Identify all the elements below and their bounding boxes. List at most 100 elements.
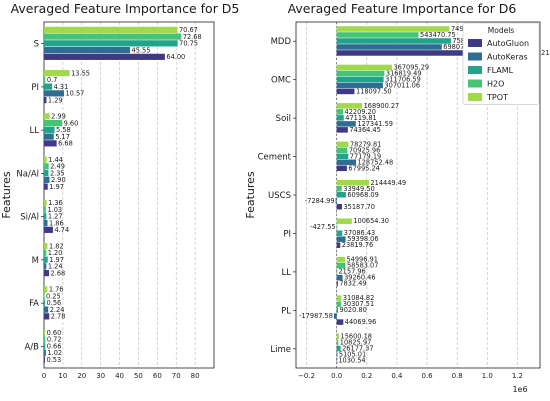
d6-data-label: 698073.47 — [443, 43, 479, 51]
legend-swatch-autokeras — [468, 52, 482, 61]
d6-data-label: 307011.06 — [384, 81, 420, 89]
d6-bar-tpot-mdd — [336, 26, 450, 32]
d5-data-label: 1.29 — [48, 96, 63, 104]
chart-d6-legend: Models AutoGluon AutoKeras FLAML H2O TPOT — [462, 22, 540, 105]
d6-bar-h2o-uscs — [336, 186, 342, 192]
d6-data-label: 5105.01 — [339, 351, 366, 359]
d6-data-label: 23819.76 — [342, 241, 373, 249]
d5-bar-tpot-ll — [44, 113, 50, 120]
d6-bar-autokeras-cement — [336, 159, 357, 166]
d5-bar-h2o-fa — [44, 293, 45, 300]
d6-category-label-pl: PL — [281, 306, 291, 316]
d5-data-label: 2.99 — [51, 113, 66, 121]
d5-xtick-label: 60 — [153, 372, 162, 380]
d5-bar-autokeras-a-b — [44, 349, 46, 356]
d5-data-label: 2.68 — [51, 269, 66, 277]
d5-bar-autogluon-si-al — [44, 226, 53, 233]
d5-data-label: 1.24 — [48, 263, 63, 271]
d5-data-label: 6.68 — [58, 140, 73, 148]
d5-bar-tpot-fa — [44, 286, 48, 293]
d5-xtick-label: 40 — [115, 372, 124, 380]
d6-data-label: 128752.48 — [358, 158, 394, 166]
d6-xtick-label: 1.2 — [512, 372, 523, 380]
d5-data-label: 70.75 — [179, 40, 198, 48]
d6-bar-h2o-mdd — [336, 32, 419, 38]
d6-data-label: 367095.29 — [393, 63, 429, 71]
d5-xtick-label: 70 — [172, 372, 181, 380]
d6-bar-autogluon-pi — [336, 242, 341, 248]
d6-data-label: 74364.45 — [349, 126, 380, 134]
chart-d6-offset-label: 1e6 — [512, 385, 527, 394]
d5-bar-autokeras-ll — [44, 133, 54, 140]
d6-bar-autogluon-uscs — [336, 203, 342, 210]
d6-bar-flaml-cement — [336, 153, 349, 160]
d6-category-label-cement: Cement — [258, 153, 292, 163]
d5-data-label: 1.03 — [47, 206, 62, 214]
d5-data-label: 1.20 — [48, 249, 63, 257]
d6-xtick-label: 0.8 — [452, 372, 463, 380]
d6-bar-flaml-soil — [336, 115, 344, 121]
d5-bar-h2o-s — [44, 33, 182, 40]
d6-bar-autokeras-mdd — [336, 44, 442, 50]
d5-category-label-a-b: A/B — [24, 342, 39, 352]
d6-bar-tpot-pi — [336, 218, 352, 224]
d6-bar-autogluon-soil — [336, 127, 348, 133]
d5-data-label: 1.27 — [48, 213, 63, 221]
d5-bar-flaml-na-al — [44, 170, 49, 177]
d6-data-label: 42209.20 — [345, 108, 376, 116]
d6-bar-autokeras-pl — [333, 313, 337, 319]
d5-bar-tpot-m — [44, 243, 48, 250]
d6-data-label: 58583.07 — [347, 262, 378, 270]
d5-category-label-fa: FA — [29, 299, 39, 309]
d6-data-label: 1030.54 — [338, 357, 365, 365]
legend-swatch-autogluon — [468, 39, 482, 47]
d5-bar-h2o-m — [44, 249, 47, 256]
d6-bar-flaml-mdd — [336, 38, 451, 44]
d5-bar-autokeras-m — [44, 263, 47, 270]
d6-data-label: 67995.24 — [348, 164, 379, 172]
d5-bar-flaml-si-al — [44, 213, 47, 220]
d5-data-label: 1.97 — [49, 256, 64, 264]
d6-bar-h2o-ll — [336, 262, 346, 269]
d6-bar-h2o-omc — [336, 70, 385, 77]
d5-category-label-si-al: Si/Al — [20, 213, 39, 223]
d5-xtick-label: 50 — [134, 372, 143, 380]
d6-data-label: 70925.96 — [349, 146, 380, 154]
d5-bar-tpot-na-al — [44, 156, 47, 163]
d5-xtick-label: 30 — [96, 372, 105, 380]
d5-bar-h2o-ll — [44, 120, 63, 127]
d6-xtick-label: 0.4 — [391, 372, 403, 380]
d5-bar-autokeras-si-al — [44, 219, 48, 227]
legend-swatch-flaml — [468, 66, 482, 74]
d6-data-label: 15600.18 — [341, 333, 372, 341]
d6-data-label: 214449.49 — [370, 179, 406, 187]
d6-data-label: 26177.37 — [342, 345, 373, 353]
d5-category-label-m: M — [32, 256, 39, 266]
d5-bar-autogluon-na-al — [44, 183, 48, 190]
d6-data-label: 100654.30 — [353, 217, 389, 225]
d6-data-label: 127341.59 — [357, 120, 393, 128]
d5-bar-autokeras-pi — [44, 90, 64, 97]
d6-bar-flaml-pi — [336, 230, 343, 236]
d5-data-label: 2.49 — [50, 163, 65, 171]
d6-bar-autogluon-lime — [336, 357, 338, 364]
d6-data-label: 168900.27 — [364, 102, 400, 110]
d5-bar-flaml-ll — [44, 126, 55, 133]
d6-data-label: -7284.99 — [305, 197, 335, 205]
d5-category-label-ll: LL — [30, 126, 40, 136]
d6-xtick-label: 0.0 — [331, 372, 342, 380]
d5-data-label: 0.60 — [47, 329, 62, 337]
d6-bar-h2o-pi — [336, 224, 338, 230]
d6-data-label: 54996.91 — [346, 256, 377, 264]
d5-data-label: 1.02 — [47, 349, 62, 357]
d6-bar-autogluon-ll — [336, 280, 338, 287]
d5-data-label: 72.68 — [183, 33, 202, 41]
d6-bar-h2o-lime — [336, 339, 339, 346]
d6-category-label-omc: OMC — [271, 76, 291, 86]
d5-data-label: 13.55 — [71, 69, 90, 77]
d6-xtick-label: 0.2 — [361, 372, 372, 380]
d5-data-label: 0.66 — [47, 342, 62, 350]
d6-bar-h2o-soil — [336, 109, 344, 115]
d5-data-label: 0.72 — [47, 336, 62, 344]
